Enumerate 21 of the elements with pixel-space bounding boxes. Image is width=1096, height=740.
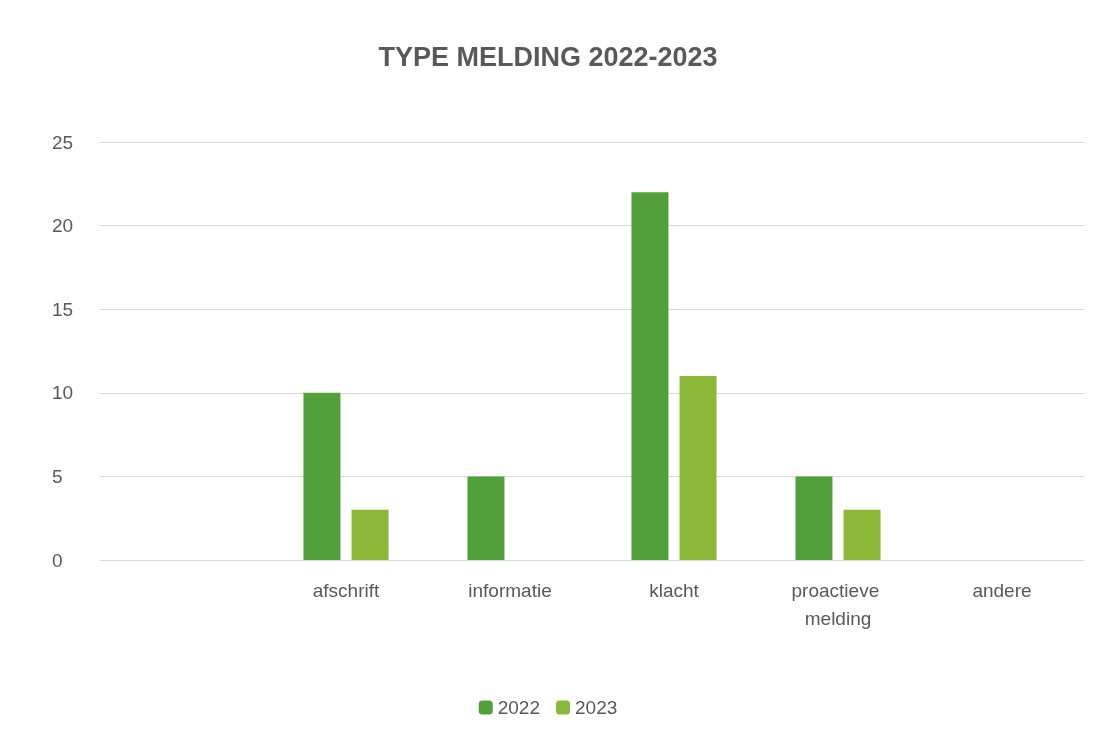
x-tick-label: informatie — [468, 579, 552, 601]
bar — [795, 476, 833, 560]
y-tick-label: 20 — [52, 215, 74, 237]
bar — [631, 192, 669, 560]
legend-label: 2022 — [497, 697, 541, 718]
legend-label: 2023 — [575, 697, 618, 718]
bar — [351, 509, 389, 560]
bar — [467, 476, 505, 560]
bar — [303, 392, 341, 560]
x-tick-label: klacht — [649, 579, 700, 601]
x-tick-label: andere — [972, 579, 1032, 601]
bar — [679, 376, 717, 560]
x-tick-label: afschrift — [312, 579, 380, 601]
y-tick-label: 5 — [52, 465, 63, 487]
chart-title: TYPE MELDING 2022-2023 — [378, 41, 718, 72]
y-tick-label: 0 — [52, 549, 63, 571]
y-tick-label: 25 — [52, 131, 74, 153]
bar — [843, 509, 881, 560]
x-tick-label: proactieve melding — [791, 579, 885, 629]
y-tick-label: 15 — [52, 298, 74, 320]
y-tick-label: 10 — [52, 382, 74, 404]
